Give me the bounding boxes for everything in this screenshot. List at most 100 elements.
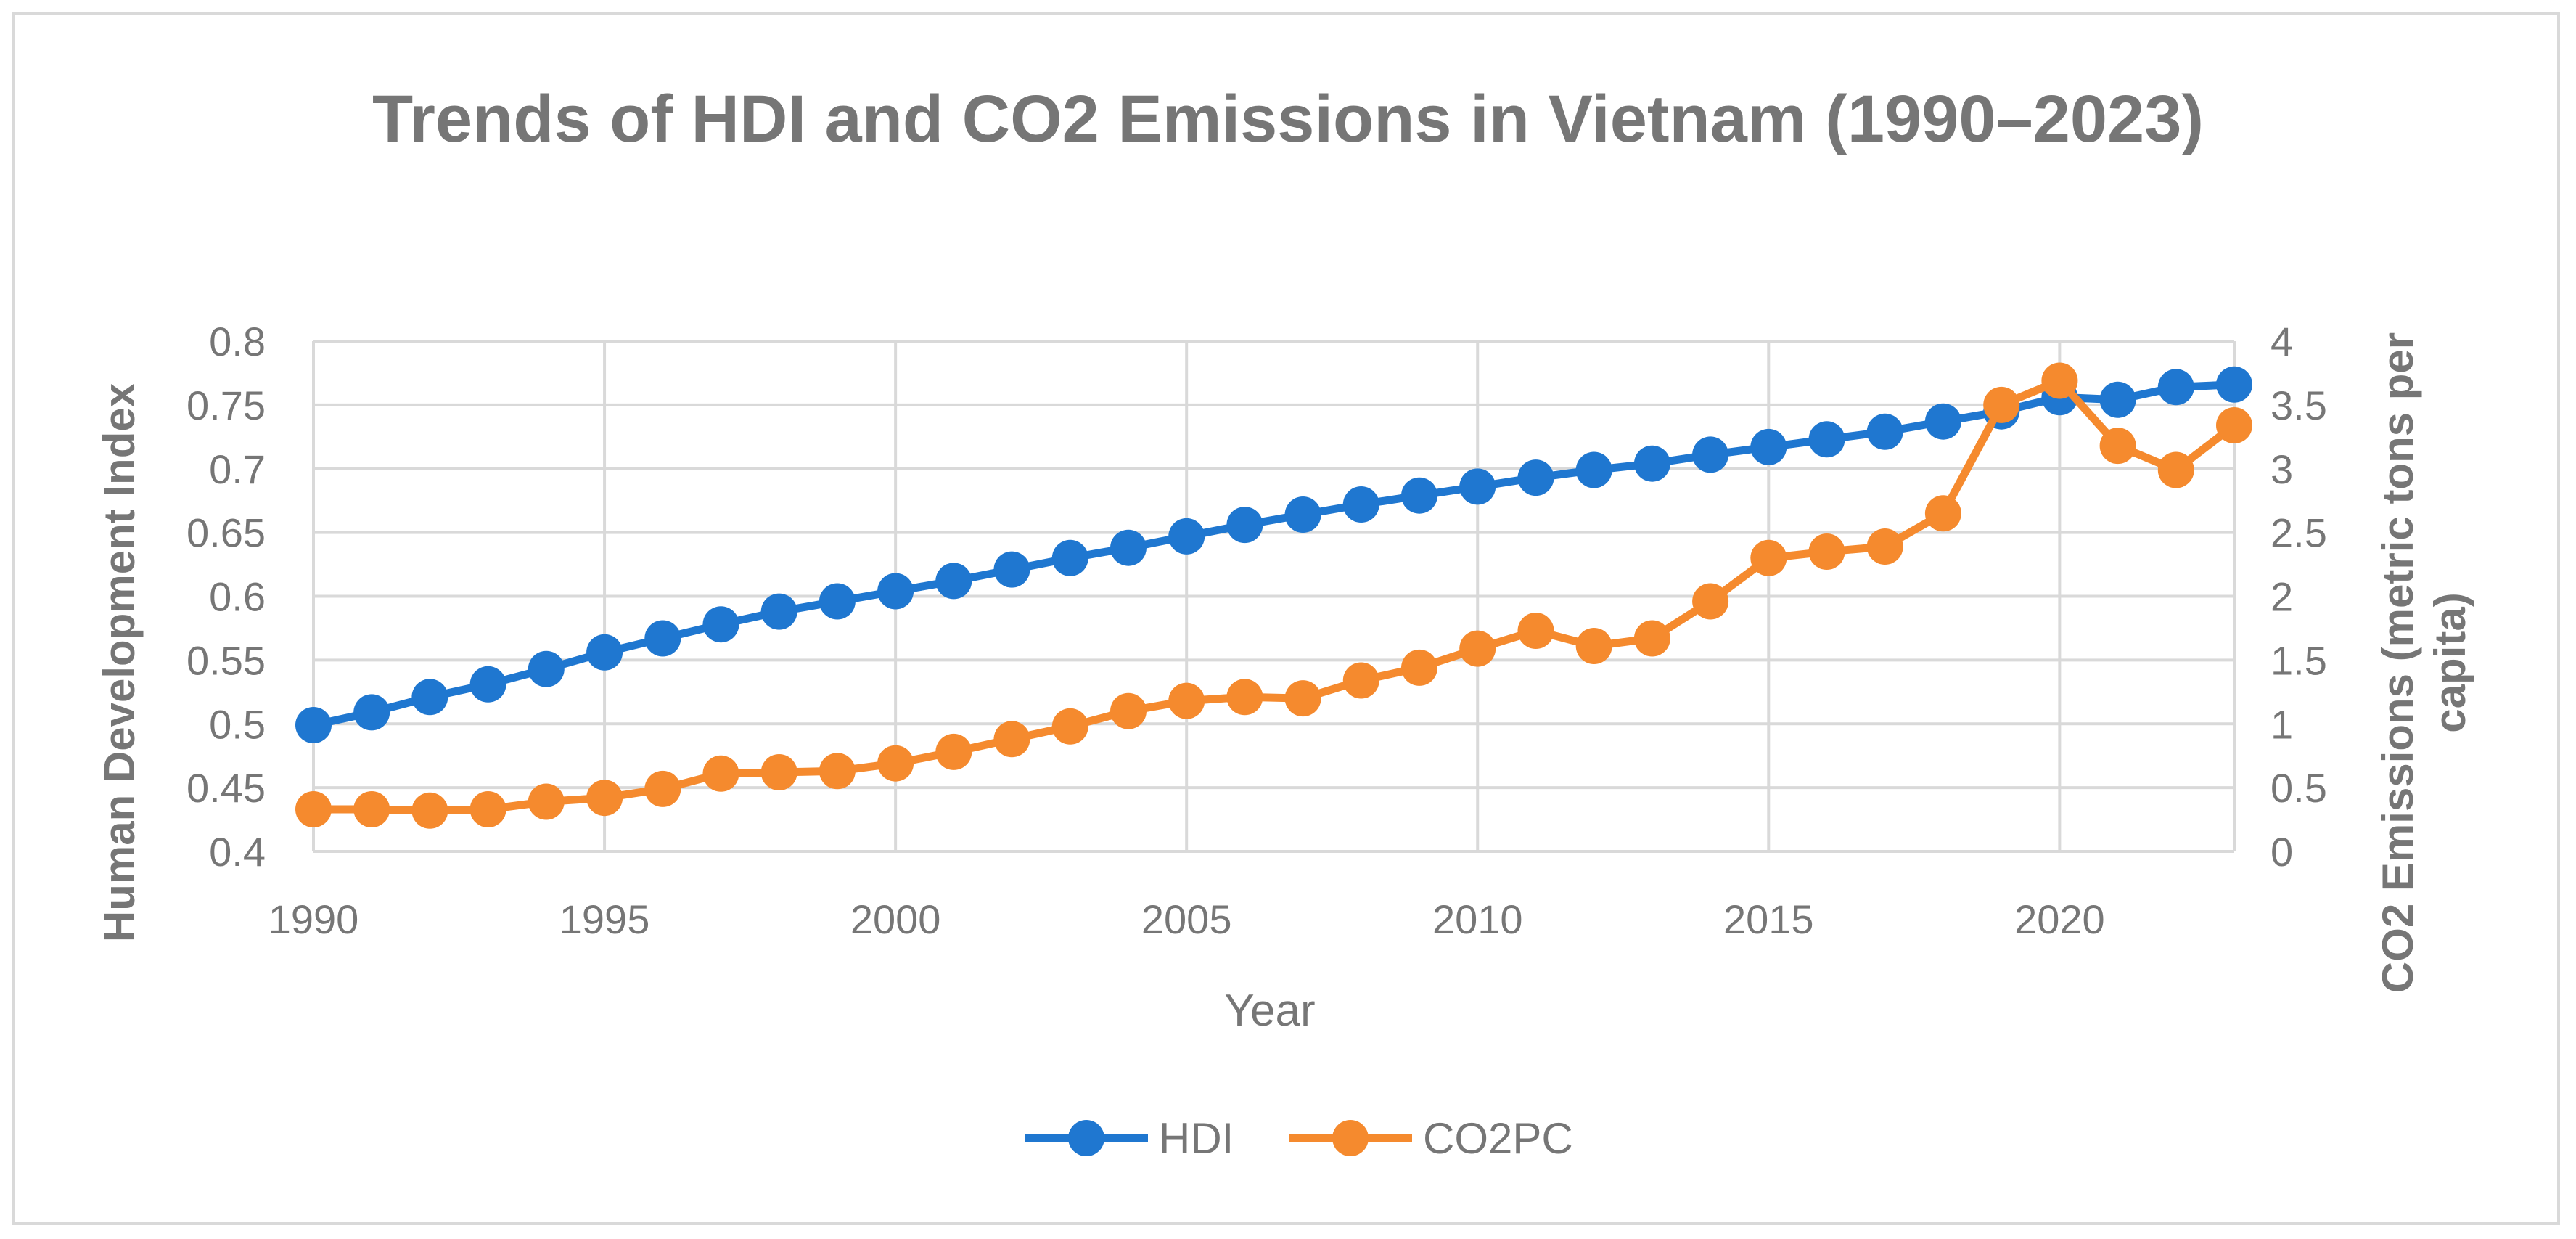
y-left-tick-label: 0.8: [209, 319, 266, 364]
hdi-point: [1110, 529, 1147, 566]
co2pc-point: [1808, 533, 1845, 570]
legend-hdi-marker: [1068, 1120, 1104, 1156]
co2pc-point: [1692, 583, 1729, 620]
co2pc-point: [2041, 362, 2078, 399]
y-right-tick-label: 3: [2271, 446, 2293, 492]
co2pc-point: [1110, 692, 1147, 729]
hdi-point: [353, 694, 390, 731]
legend: HDI CO2PC: [1025, 1114, 1573, 1163]
co2pc-point: [295, 791, 332, 827]
y-left-tick-label: 0.4: [209, 829, 266, 875]
y-axis-left-title: Human Development Index: [95, 383, 144, 942]
co2pc-point: [469, 791, 506, 827]
x-axis-title: Year: [1224, 986, 1315, 1036]
hdi-point: [586, 634, 623, 671]
co2pc-point: [2099, 428, 2136, 465]
x-tick-label: 2020: [2014, 896, 2105, 942]
hdi-point: [702, 606, 739, 643]
hdi-point: [1051, 539, 1088, 576]
hdi-point: [2216, 366, 2252, 403]
x-tick-label: 1990: [268, 896, 359, 942]
co2pc-point: [1983, 386, 2020, 423]
y-left-tick-label: 0.5: [209, 701, 266, 747]
co2pc-point: [1633, 620, 1670, 657]
hdi-point: [528, 650, 565, 687]
series-layer: [295, 362, 2252, 829]
y-right-tick-label: 4: [2271, 319, 2293, 364]
co2pc-point: [1924, 495, 1961, 532]
y-right-tick-label: 0: [2271, 829, 2293, 875]
hdi-point: [295, 707, 332, 743]
legend-item-hdi: HDI: [1025, 1114, 1234, 1163]
hdi-point: [469, 666, 506, 703]
legend-co2pc-marker: [1332, 1120, 1369, 1156]
chart-frame: [12, 12, 2560, 1225]
co2pc-point: [1051, 708, 1088, 745]
co2pc-point: [586, 780, 623, 817]
hdi-point: [1401, 477, 1437, 514]
co2pc-point: [1750, 539, 1787, 576]
co2pc-point: [1284, 680, 1321, 717]
legend-hdi-label: HDI: [1159, 1114, 1234, 1163]
hdi-point: [1459, 468, 1496, 505]
x-tick-label: 1995: [559, 896, 650, 942]
co2pc-point: [1342, 662, 1379, 699]
hdi-point: [1750, 428, 1787, 465]
co2pc-point: [760, 754, 797, 790]
x-tick-label: 2005: [1141, 896, 1232, 942]
x-tick-label: 2010: [1432, 896, 1523, 942]
x-tick-label: 2015: [1723, 896, 1814, 942]
y-axis-right-title-line-1: CO2 Emissions (metric tons per: [2374, 332, 2422, 993]
hdi-point: [1692, 436, 1729, 473]
co2pc-point: [993, 721, 1030, 758]
hdi-point: [1808, 421, 1845, 458]
hdi-point: [1575, 451, 1612, 488]
hdi-point: [1342, 486, 1379, 523]
series-co2pc: [295, 362, 2252, 829]
chart-title: Trends of HDI and CO2 Emissions in Vietn…: [372, 82, 2204, 156]
y-right-tick-label: 0.5: [2271, 765, 2327, 811]
co2pc-point: [702, 755, 739, 792]
y-right-tick-label: 3.5: [2271, 383, 2327, 428]
y-left-tick-label: 0.55: [186, 637, 266, 683]
co2pc-point: [644, 770, 681, 807]
y-right-tick-label: 2: [2271, 574, 2293, 620]
y-left-tick-label: 0.65: [186, 510, 266, 556]
x-tick-label: 2000: [850, 896, 941, 942]
co2pc-point: [1168, 682, 1205, 719]
co2pc-point: [353, 791, 390, 827]
y-left-tick-label: 0.7: [209, 446, 266, 492]
hdi-point: [644, 620, 681, 657]
legend-co2pc-label: CO2PC: [1423, 1114, 1573, 1163]
co2pc-point: [1866, 528, 1903, 565]
co2pc-point: [877, 745, 914, 782]
hdi-point: [1633, 445, 1670, 482]
co2pc-point: [1575, 628, 1612, 664]
legend-item-co2pc: CO2PC: [1289, 1114, 1573, 1163]
y-axis-left-ticks: 0.4 0.45 0.5 0.55 0.6 0.65 0.7 0.75 0.8: [186, 319, 266, 875]
hdi-point: [1284, 496, 1321, 533]
hdi-line: [309, 380, 2239, 729]
hdi-point: [1924, 403, 1961, 440]
hdi-point: [993, 551, 1030, 588]
hdi-point: [2157, 369, 2194, 406]
y-axis-right-title-line-2: capita): [2426, 592, 2474, 732]
hdi-point: [1168, 518, 1205, 555]
y-left-tick-label: 0.45: [186, 765, 266, 811]
series-hdi: [295, 366, 2252, 743]
hdi-point: [411, 679, 448, 716]
hdi-point: [2099, 381, 2136, 418]
hdi-point: [819, 583, 856, 620]
hdi-point: [877, 573, 914, 610]
y-left-tick-label: 0.6: [209, 574, 266, 620]
co2pc-point: [935, 733, 972, 770]
co2pc-point: [1226, 679, 1263, 716]
y-left-tick-label: 0.75: [186, 383, 266, 428]
hdi-point: [1866, 413, 1903, 450]
co2pc-point: [411, 792, 448, 829]
x-axis-ticks: 1990 1995 2000 2005 2010 2015 2020: [268, 896, 2105, 942]
hdi-point: [935, 563, 972, 600]
co2pc-point: [2157, 451, 2194, 488]
y-axis-right-title: CO2 Emissions (metric tons per capita): [2374, 332, 2474, 993]
